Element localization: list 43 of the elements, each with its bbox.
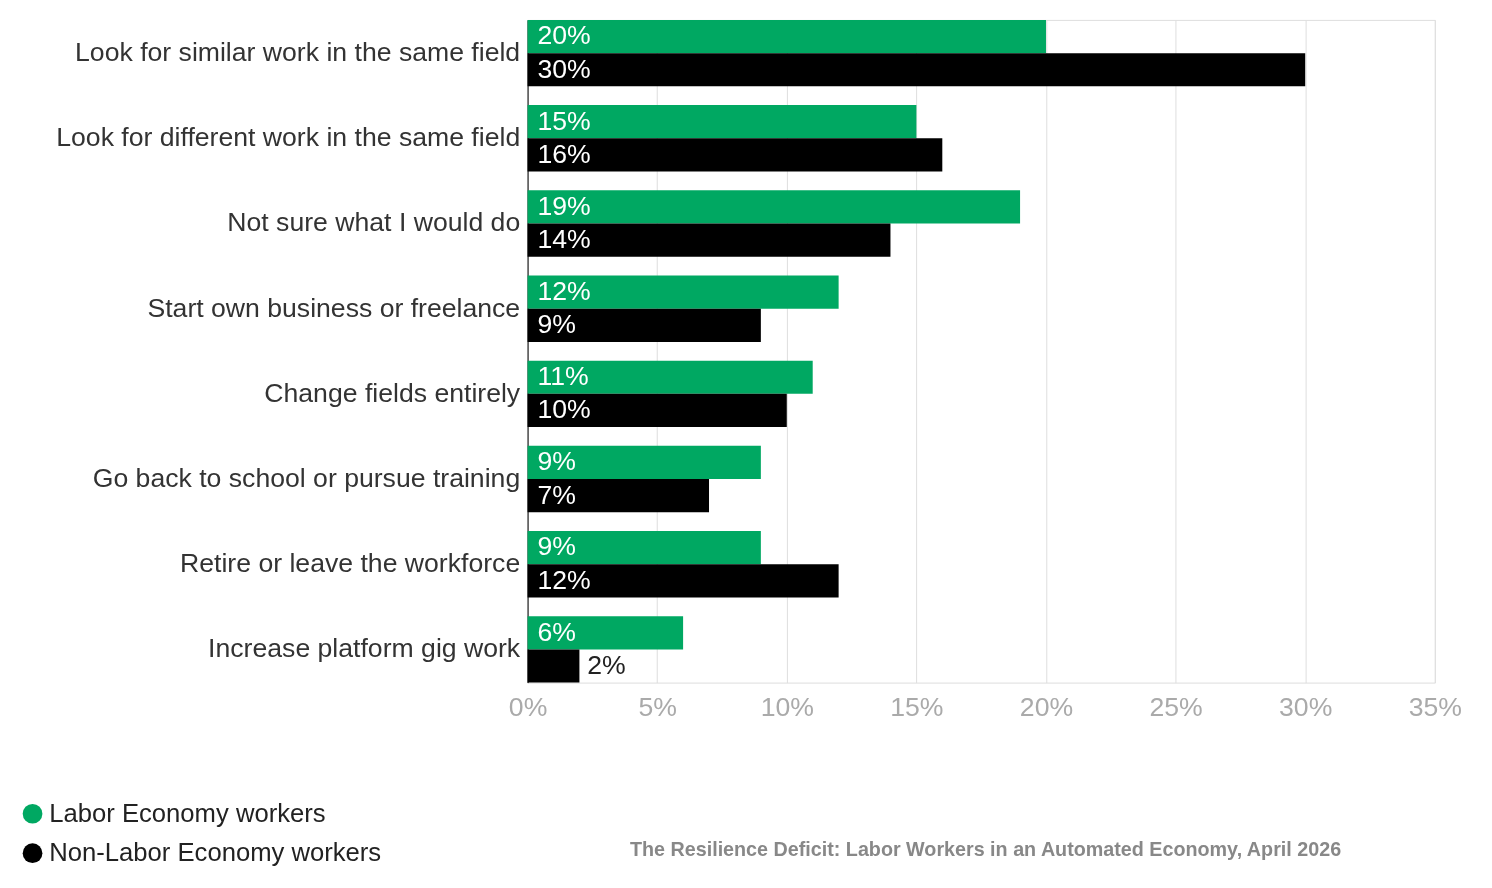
data-label: 10%	[537, 394, 591, 425]
text: The Resilience Deficit: Labor Workers in an Automated Economy, April 2026	[629, 838, 1342, 861]
data-label: 12%	[537, 275, 591, 306]
bar	[527, 530, 761, 565]
data-label: 11%	[537, 361, 589, 392]
data-label: 15%	[537, 105, 591, 136]
data-label: 9%	[537, 531, 576, 562]
bar	[527, 360, 813, 394]
bar	[527, 19, 1046, 54]
x-tick-label: 10%	[760, 691, 814, 722]
y-tick-label: Change fields entirely	[264, 377, 521, 408]
y-tick-label: Go back to school or pursue training	[92, 462, 521, 493]
bar	[527, 445, 761, 480]
data-label: 19%	[537, 190, 591, 221]
y-tick-label: Look for similar work in the same field	[75, 37, 521, 68]
y-tick-label: Start own business or freelance	[147, 292, 521, 323]
data-label: 7%	[537, 479, 576, 510]
data-label: 9%	[537, 446, 576, 477]
y-tick-label: Not sure what I would do	[227, 207, 521, 238]
x-tick-label: 35%	[1408, 691, 1462, 722]
y-tick-label: Retire or leave the workforce	[180, 548, 521, 579]
x-tick-label: 20%	[1019, 691, 1074, 722]
data-label: 2%	[587, 649, 626, 680]
x-tick-label: 15%	[890, 691, 944, 722]
data-label: 30%	[537, 53, 591, 84]
y-tick-label: Look for different work in the same field	[56, 122, 521, 153]
legend-label: Labor Economy workers	[49, 798, 326, 827]
x-tick-label: 30%	[1279, 691, 1333, 722]
data-label: 6%	[537, 616, 576, 647]
bar	[527, 616, 684, 650]
bar	[527, 190, 1021, 224]
data-label: 20%	[537, 20, 591, 51]
x-tick-label: 0%	[508, 691, 548, 722]
y-tick-label: Increase platform gig work	[208, 633, 521, 664]
legend-label: Non-Labor Economy workers	[49, 838, 382, 867]
bar	[527, 105, 917, 139]
data-label: 12%	[537, 564, 591, 595]
bar	[527, 275, 839, 309]
data-label: 16%	[537, 138, 591, 169]
x-tick-label: 5%	[638, 691, 677, 722]
data-label: 14%	[537, 224, 591, 254]
x-tick-label: 25%	[1149, 691, 1203, 722]
data-label: 9%	[537, 309, 576, 340]
